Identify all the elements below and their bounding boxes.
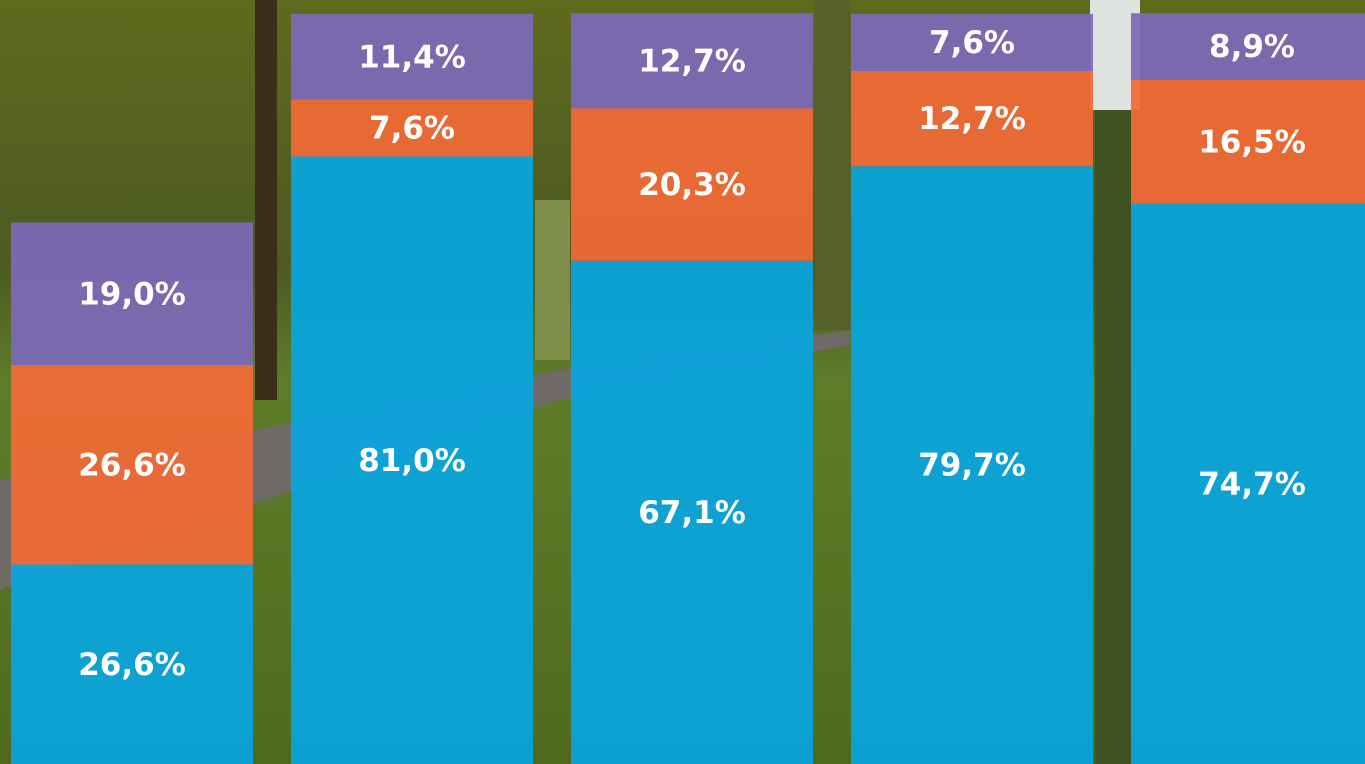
data-label: 79,7% xyxy=(918,448,1026,484)
data-label: 11,4% xyxy=(358,39,466,75)
data-label: 19,0% xyxy=(78,276,186,312)
data-label: 74,7% xyxy=(1198,466,1306,502)
data-label: 8,9% xyxy=(1209,29,1295,65)
data-label: 26,6% xyxy=(78,447,186,483)
page: 26,6% 26,6% 19,0% 81,0% 7,6% 11,4% 67,1% 20,3% 1… xyxy=(0,0,1365,764)
data-label: 16,5% xyxy=(1198,124,1306,160)
data-label: 26,6% xyxy=(78,647,186,683)
chart: 26,6% 26,6% 19,0% 81,0% 7,6% 11,4% 67,1% 20,3% 1… xyxy=(0,0,1365,764)
data-label: 7,6% xyxy=(929,25,1015,61)
data-label: 12,7% xyxy=(918,101,1026,137)
data-label: 20,3% xyxy=(638,167,746,203)
data-label: 7,6% xyxy=(369,111,455,147)
data-label: 67,1% xyxy=(638,495,746,531)
data-label: 12,7% xyxy=(638,43,746,79)
data-label: 81,0% xyxy=(358,443,466,479)
